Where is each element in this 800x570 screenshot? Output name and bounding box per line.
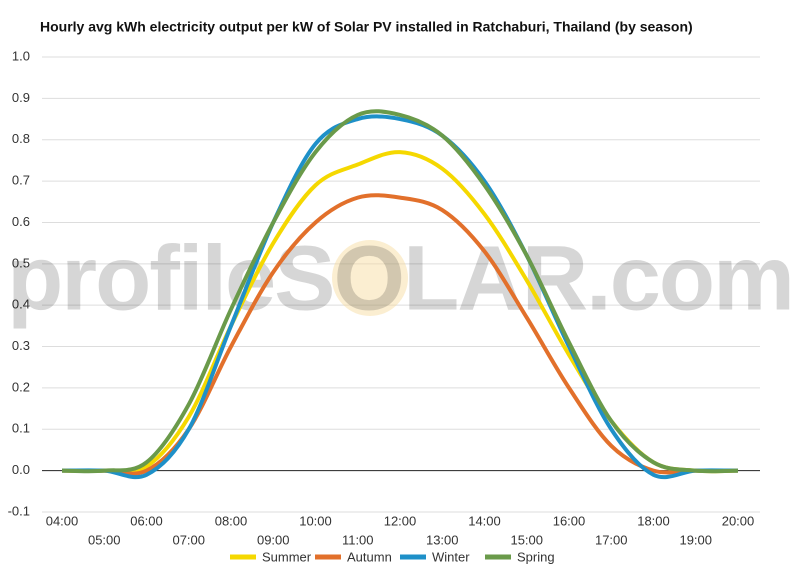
x-tick-label: 17:00 [595, 532, 628, 547]
x-tick-label: 11:00 [342, 532, 374, 547]
x-tick-label: 10:00 [299, 513, 332, 528]
watermark-sun [332, 240, 408, 316]
legend-label: Summer [262, 549, 312, 564]
x-tick-label: 12:00 [384, 513, 417, 528]
x-tick-label: 15:00 [510, 532, 543, 547]
y-tick-label: 1.0 [12, 48, 30, 63]
x-tick-label: 19:00 [679, 532, 712, 547]
legend-label: Spring [517, 549, 555, 564]
x-tick-label: 04:00 [46, 513, 79, 528]
series-line [61, 109, 739, 474]
y-tick-label: 0.8 [12, 131, 30, 146]
x-tick-label: 20:00 [722, 513, 755, 528]
x-tick-label: 07:00 [172, 532, 205, 547]
y-tick-label: 0.6 [12, 214, 30, 229]
legend-label: Winter [432, 549, 470, 564]
y-tick-label: 0.3 [12, 338, 30, 353]
y-tick-label: 0.5 [12, 255, 30, 270]
y-tick-label: 0.1 [12, 421, 30, 436]
y-tick-label: 0.9 [12, 90, 30, 105]
x-tick-label: 14:00 [468, 513, 501, 528]
y-tick-label: -0.1 [8, 503, 30, 518]
y-tick-label: 0.7 [12, 173, 30, 188]
y-tick-label: 0.2 [12, 379, 30, 394]
y-tick-label: 0.0 [12, 462, 30, 477]
x-tick-label: 09:00 [257, 532, 290, 547]
x-tick-label: 05:00 [88, 532, 121, 547]
x-tick-label: 06:00 [130, 513, 163, 528]
x-tick-label: 18:00 [637, 513, 670, 528]
series-line [61, 114, 739, 480]
chart-title: Hourly avg kWh electricity output per kW… [40, 19, 693, 35]
x-tick-label: 08:00 [215, 513, 248, 528]
watermark: profileSOLAR.com [7, 227, 793, 329]
legend-label: Autumn [347, 549, 392, 564]
x-tick-label: 13:00 [426, 532, 459, 547]
y-tick-label: 0.4 [12, 297, 30, 312]
x-tick-label: 16:00 [553, 513, 586, 528]
